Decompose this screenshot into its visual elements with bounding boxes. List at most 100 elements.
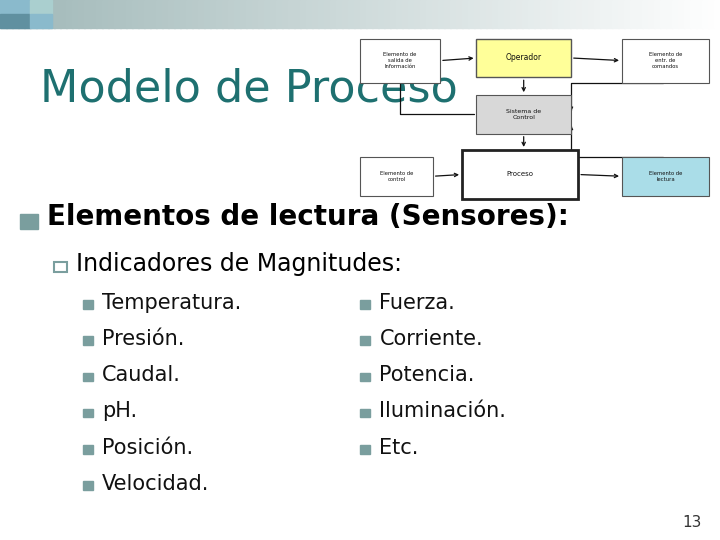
Bar xyxy=(360,336,370,345)
Bar xyxy=(648,0,654,28)
Bar xyxy=(714,0,720,28)
Bar xyxy=(120,0,127,28)
Bar xyxy=(126,0,132,28)
Bar xyxy=(108,0,114,28)
Bar xyxy=(54,262,67,272)
Bar xyxy=(72,0,78,28)
Bar xyxy=(477,95,571,134)
Bar xyxy=(54,0,60,28)
Bar xyxy=(180,0,186,28)
Bar xyxy=(288,0,294,28)
Text: Elemento de
lectura: Elemento de lectura xyxy=(649,171,682,182)
Bar xyxy=(18,0,24,28)
Text: Modelo de Proceso: Modelo de Proceso xyxy=(40,68,457,111)
Bar xyxy=(114,0,121,28)
Bar xyxy=(360,445,370,454)
Bar xyxy=(678,0,685,28)
Bar xyxy=(144,0,150,28)
Bar xyxy=(198,0,204,28)
Text: Etc.: Etc. xyxy=(379,437,419,457)
Bar xyxy=(276,0,283,28)
Bar xyxy=(330,0,337,28)
Bar xyxy=(174,0,181,28)
Bar xyxy=(360,157,433,195)
Bar xyxy=(96,0,103,28)
Bar xyxy=(480,0,487,28)
Bar xyxy=(690,0,697,28)
Bar xyxy=(528,0,535,28)
Bar xyxy=(672,0,679,28)
Bar xyxy=(186,0,193,28)
Bar xyxy=(360,373,370,381)
Bar xyxy=(622,157,709,195)
Bar xyxy=(684,0,690,28)
Bar xyxy=(360,409,370,417)
Bar xyxy=(0,0,6,28)
Bar xyxy=(354,0,361,28)
Bar xyxy=(83,373,93,381)
Bar xyxy=(366,0,373,28)
Bar xyxy=(600,0,607,28)
Bar xyxy=(654,0,661,28)
Bar xyxy=(534,0,541,28)
Bar xyxy=(78,0,85,28)
Bar xyxy=(90,0,96,28)
Bar xyxy=(252,0,258,28)
Bar xyxy=(492,0,499,28)
Bar xyxy=(336,0,343,28)
Bar xyxy=(132,0,139,28)
Bar xyxy=(414,0,420,28)
Bar xyxy=(83,409,93,417)
Bar xyxy=(486,0,492,28)
Bar xyxy=(594,0,600,28)
Bar xyxy=(20,214,38,229)
Bar xyxy=(246,0,253,28)
Bar xyxy=(30,0,37,28)
Bar xyxy=(342,0,348,28)
Bar xyxy=(582,0,589,28)
Bar xyxy=(444,0,451,28)
Bar xyxy=(222,0,229,28)
Bar xyxy=(84,0,91,28)
Bar xyxy=(138,0,145,28)
Bar xyxy=(192,0,199,28)
Bar xyxy=(258,0,265,28)
Bar xyxy=(294,0,301,28)
Text: Velocidad.: Velocidad. xyxy=(102,474,210,494)
Bar xyxy=(624,0,631,28)
Bar xyxy=(570,0,577,28)
Bar xyxy=(83,336,93,345)
Bar xyxy=(540,0,546,28)
Bar xyxy=(576,0,582,28)
Bar xyxy=(240,0,247,28)
Bar xyxy=(618,0,625,28)
Bar xyxy=(216,0,222,28)
Bar xyxy=(12,0,19,28)
Bar xyxy=(696,0,703,28)
Bar xyxy=(438,0,445,28)
Bar xyxy=(522,0,528,28)
Bar xyxy=(402,0,409,28)
Bar xyxy=(630,0,636,28)
Text: Fuerza.: Fuerza. xyxy=(379,293,455,313)
Bar xyxy=(24,0,31,28)
Text: Potencia.: Potencia. xyxy=(379,365,474,385)
Bar xyxy=(450,0,456,28)
Bar xyxy=(408,0,415,28)
Text: Elemento de
entr. de
comandos: Elemento de entr. de comandos xyxy=(649,52,682,69)
Bar xyxy=(612,0,618,28)
Bar xyxy=(384,0,391,28)
Bar xyxy=(477,38,571,77)
Bar xyxy=(0,0,30,14)
Bar xyxy=(324,0,330,28)
Bar xyxy=(510,0,517,28)
Text: Elemento de
control: Elemento de control xyxy=(379,171,413,182)
Bar xyxy=(360,0,366,28)
Bar xyxy=(390,0,397,28)
Bar xyxy=(83,481,93,490)
Bar xyxy=(474,0,481,28)
Text: 13: 13 xyxy=(683,515,702,530)
Text: Operador: Operador xyxy=(505,53,541,63)
Bar xyxy=(588,0,595,28)
Bar xyxy=(318,0,325,28)
